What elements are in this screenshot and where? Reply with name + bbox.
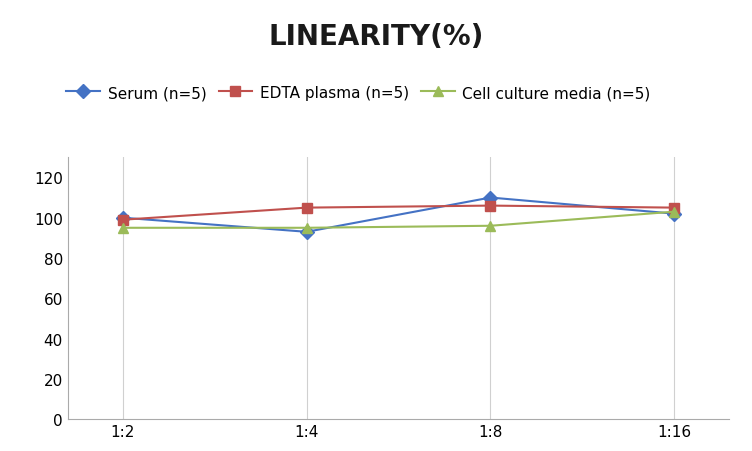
Cell culture media (n=5) (118, 226, 127, 231)
EDTA plasma (n=5) (302, 206, 311, 211)
Serum (n=5) (486, 195, 495, 201)
Serum (n=5) (302, 230, 311, 235)
Legend: Serum (n=5), EDTA plasma (n=5), Cell culture media (n=5): Serum (n=5), EDTA plasma (n=5), Cell cul… (60, 80, 656, 107)
Serum (n=5) (118, 216, 127, 221)
EDTA plasma (n=5) (486, 203, 495, 209)
Cell culture media (n=5) (486, 224, 495, 229)
Line: EDTA plasma (n=5): EDTA plasma (n=5) (118, 201, 679, 225)
Serum (n=5) (670, 212, 679, 217)
Cell culture media (n=5) (302, 226, 311, 231)
Cell culture media (n=5) (670, 209, 679, 215)
EDTA plasma (n=5) (118, 217, 127, 223)
Line: Serum (n=5): Serum (n=5) (118, 193, 679, 237)
Text: LINEARITY(%): LINEARITY(%) (268, 23, 484, 51)
EDTA plasma (n=5) (670, 206, 679, 211)
Line: Cell culture media (n=5): Cell culture media (n=5) (118, 207, 679, 233)
